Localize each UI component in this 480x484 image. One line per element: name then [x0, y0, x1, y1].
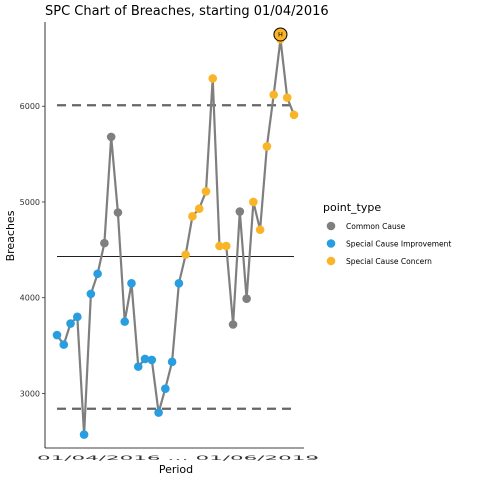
- plot-area: H: [52, 27, 299, 439]
- data-point-improvement: [86, 289, 96, 299]
- data-point-improvement: [59, 340, 69, 349]
- highlight-label: H: [278, 31, 283, 39]
- data-point-common: [242, 294, 251, 303]
- data-point-improvement: [120, 317, 130, 326]
- highlight-marker: [273, 27, 288, 42]
- data-point-common: [228, 320, 238, 329]
- data-point-concern: [188, 212, 197, 221]
- chart-title: SPC Chart of Breaches, starting 01/04/20…: [45, 4, 329, 19]
- data-point-improvement: [167, 357, 177, 367]
- legend-label: Common Cause: [346, 222, 406, 231]
- legend-entries: Common Cause Special Cause Improvement Spe…: [326, 221, 451, 266]
- data-point-improvement: [127, 279, 136, 288]
- data-point-improvement: [79, 430, 89, 439]
- data-point-common: [235, 207, 245, 216]
- y-axis-ticks: 3000 4000 5000 6000: [20, 102, 45, 398]
- data-point-concern: [201, 187, 211, 196]
- data-point-concern: [249, 197, 258, 207]
- x-tick-labels: 01/04/2016 … 01/06/2019: [37, 454, 319, 462]
- legend-key: [326, 239, 336, 248]
- y-tick-label: 6000: [20, 102, 40, 111]
- y-tick-label: 4000: [20, 294, 40, 303]
- legend-key: [326, 221, 336, 231]
- x-axis-label: Period: [159, 463, 193, 476]
- legend-key: [326, 256, 336, 266]
- data-point-improvement: [133, 362, 143, 371]
- legend: point_type Common Cause Special Cause Imp…: [323, 201, 451, 266]
- y-tick-label: 3000: [20, 389, 40, 398]
- data-point-concern: [221, 241, 231, 251]
- data-point-improvement: [174, 279, 184, 288]
- y-tick-label: 5000: [20, 198, 40, 207]
- series-line: [56, 39, 296, 435]
- data-point-concern: [269, 90, 278, 100]
- data-point-improvement: [147, 355, 157, 365]
- data-point-common: [100, 238, 109, 248]
- data-point-concern: [215, 241, 224, 251]
- data-point-concern: [282, 93, 292, 102]
- data-point-concern: [255, 225, 265, 235]
- data-point-concern: [194, 204, 204, 213]
- data-point-improvement: [140, 354, 150, 364]
- data-point-improvement: [52, 330, 62, 340]
- data-point-improvement: [93, 269, 102, 279]
- legend-label: Special Cause Improvement: [346, 240, 451, 249]
- legend-title: point_type: [323, 201, 381, 214]
- data-point-improvement: [66, 319, 75, 328]
- data-point-concern: [181, 250, 190, 259]
- data-point-concern: [289, 110, 299, 120]
- data-point-common: [106, 132, 116, 142]
- data-point-improvement: [161, 384, 170, 393]
- data-point-concern: [208, 74, 218, 83]
- data-point-improvement: [154, 408, 163, 417]
- data-point-improvement: [73, 312, 82, 322]
- data-point-concern: [262, 142, 272, 151]
- y-axis-label: Breaches: [4, 210, 17, 261]
- legend-label: Special Cause Concern: [346, 257, 432, 266]
- data-point-common: [113, 208, 123, 217]
